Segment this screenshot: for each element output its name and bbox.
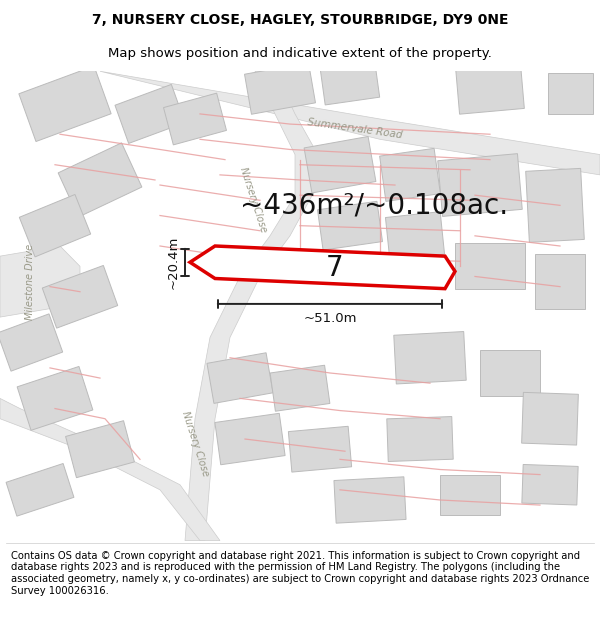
- Text: Nursery Close: Nursery Close: [180, 410, 210, 478]
- Text: ~436m²/~0.108ac.: ~436m²/~0.108ac.: [240, 191, 508, 219]
- Polygon shape: [19, 66, 111, 141]
- Polygon shape: [438, 154, 522, 216]
- Polygon shape: [0, 246, 80, 317]
- Polygon shape: [455, 63, 524, 114]
- Polygon shape: [65, 421, 134, 478]
- Polygon shape: [270, 365, 330, 411]
- Polygon shape: [215, 413, 285, 465]
- Polygon shape: [522, 464, 578, 505]
- Text: ~20.4m: ~20.4m: [167, 236, 179, 289]
- Polygon shape: [535, 254, 585, 309]
- Text: Map shows position and indicative extent of the property.: Map shows position and indicative extent…: [108, 47, 492, 60]
- Polygon shape: [190, 246, 455, 289]
- Polygon shape: [385, 212, 445, 260]
- Polygon shape: [394, 331, 466, 384]
- Polygon shape: [334, 477, 406, 523]
- Text: ~51.0m: ~51.0m: [303, 312, 357, 324]
- Polygon shape: [548, 73, 593, 114]
- Polygon shape: [185, 71, 315, 541]
- Polygon shape: [521, 392, 578, 445]
- Text: Contains OS data © Crown copyright and database right 2021. This information is : Contains OS data © Crown copyright and d…: [11, 551, 589, 596]
- Polygon shape: [317, 201, 382, 250]
- Text: Nursery Close: Nursery Close: [238, 166, 268, 234]
- Text: 7: 7: [326, 254, 344, 282]
- Polygon shape: [245, 62, 316, 114]
- Polygon shape: [440, 474, 500, 515]
- Text: 7, NURSERY CLOSE, HAGLEY, STOURBRIDGE, DY9 0NE: 7, NURSERY CLOSE, HAGLEY, STOURBRIDGE, D…: [92, 13, 508, 27]
- Polygon shape: [100, 71, 600, 175]
- Polygon shape: [526, 168, 584, 242]
- Polygon shape: [0, 314, 62, 371]
- Polygon shape: [6, 464, 74, 516]
- Polygon shape: [42, 266, 118, 328]
- Polygon shape: [115, 84, 185, 144]
- Polygon shape: [289, 426, 352, 472]
- Text: Summervale Road: Summervale Road: [307, 118, 403, 141]
- Polygon shape: [164, 93, 226, 145]
- Polygon shape: [480, 350, 540, 396]
- Polygon shape: [455, 244, 525, 289]
- Polygon shape: [387, 416, 453, 461]
- Polygon shape: [17, 366, 93, 431]
- Polygon shape: [380, 148, 440, 201]
- Polygon shape: [207, 352, 273, 403]
- Polygon shape: [19, 194, 91, 257]
- Text: Milestone Drive: Milestone Drive: [25, 244, 35, 319]
- Polygon shape: [58, 143, 142, 217]
- Polygon shape: [320, 62, 380, 105]
- Polygon shape: [0, 398, 220, 541]
- Polygon shape: [304, 136, 376, 193]
